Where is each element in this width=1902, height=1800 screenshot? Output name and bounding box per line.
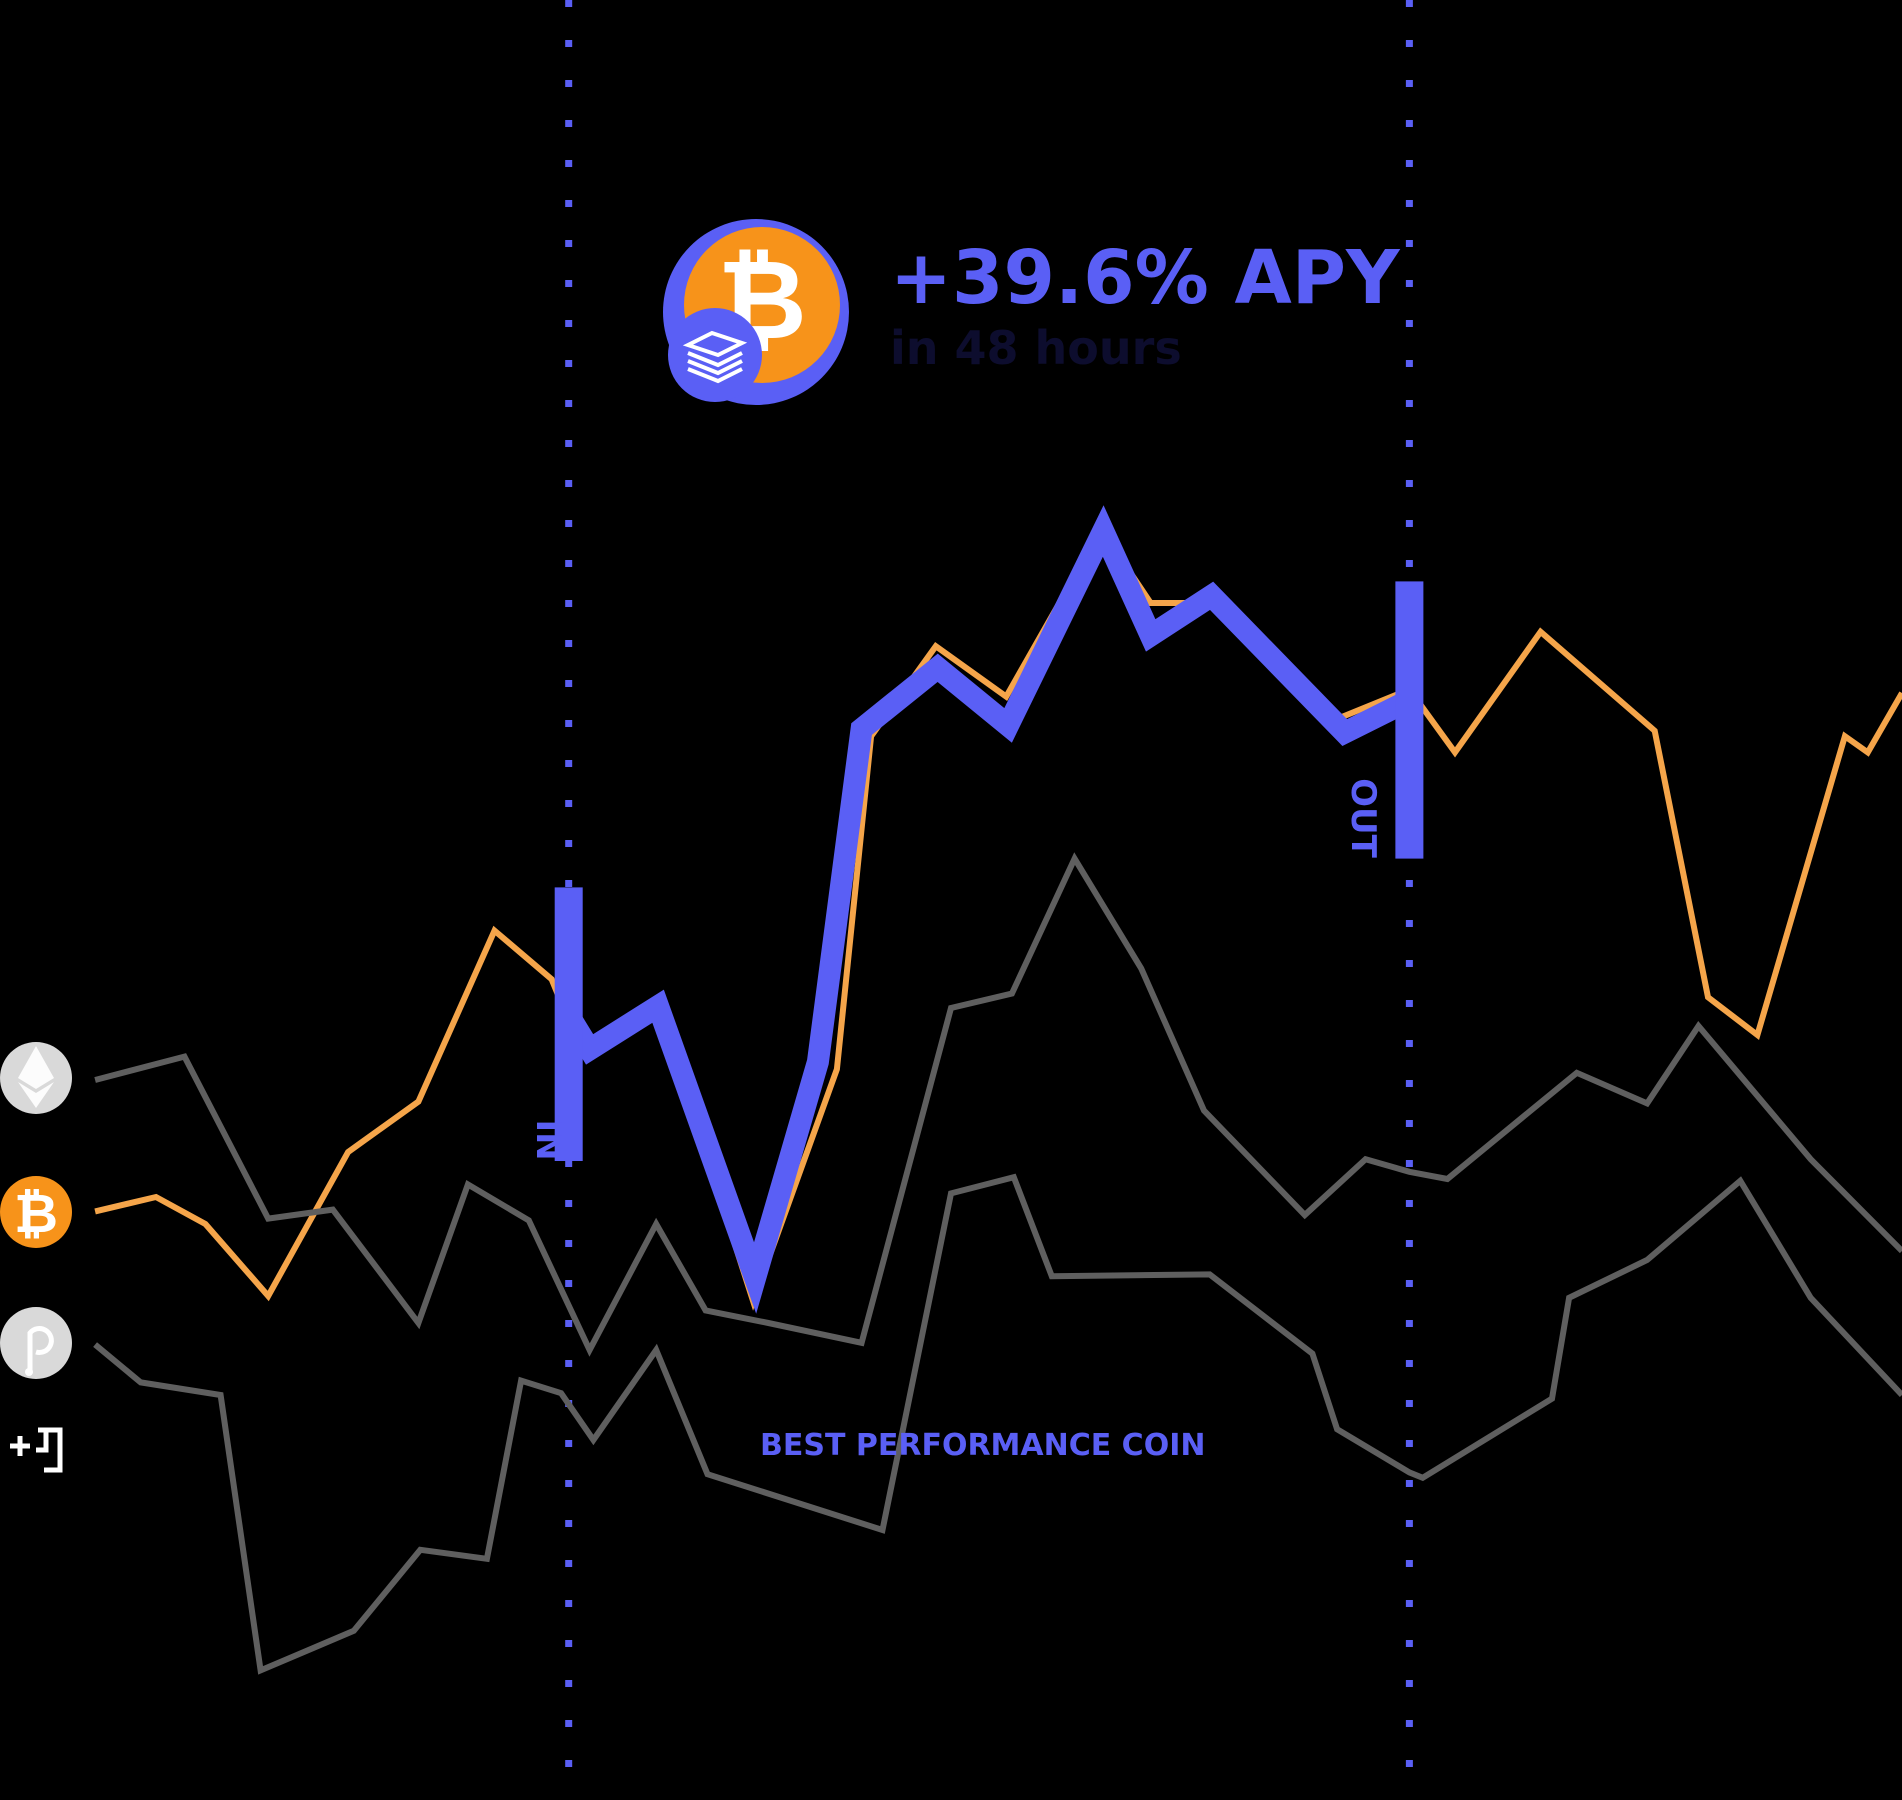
entry-marker-bar: [554, 887, 583, 1161]
series-line-best-performance-coin: [559, 505, 1415, 1314]
legend-polkadot: [0, 1307, 72, 1379]
best-performance-label: BEST PERFORMANCE COIN: [760, 1428, 1206, 1463]
legend-bitcoin: ₿: [0, 1176, 72, 1248]
more-coins-icon: [10, 1427, 63, 1473]
bitcoin-icon: [0, 1176, 72, 1248]
legend-ethereum: [0, 1042, 72, 1114]
marker-out-label: OUT: [1343, 778, 1383, 859]
series-line-polkadot: [93, 1173, 1902, 1675]
ethereum-diamond-bottom: [18, 1082, 54, 1108]
ethereum-diamond-top: [18, 1046, 54, 1089]
featured-coin-badge: ₿: [663, 219, 849, 405]
legend: ₿: [0, 1042, 72, 1473]
series-line-bitcoin: [94, 523, 1902, 1311]
marker-in-label: IN: [528, 1119, 568, 1160]
money-stack-icon: [682, 330, 748, 384]
polkadot-dot: [25, 1368, 33, 1376]
apy-period: in 48 hours: [890, 321, 1182, 375]
apy-callout: +39.6% APY in 48 hours: [890, 238, 1400, 374]
exit-marker-bar: [1395, 581, 1424, 859]
apy-value: +39.6% APY: [890, 235, 1400, 321]
bitcoin-glyph: ₿: [14, 1182, 58, 1245]
series-layer: [93, 505, 1902, 1675]
polkadot-icon: [0, 1307, 72, 1379]
polkadot-glyph: [27, 1326, 54, 1370]
series-line-ethereum: [94, 852, 1902, 1357]
